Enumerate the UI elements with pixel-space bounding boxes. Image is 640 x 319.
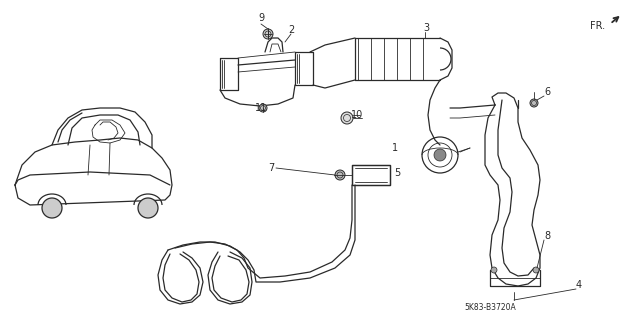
Text: 9: 9 — [258, 13, 264, 23]
Circle shape — [259, 104, 267, 112]
Circle shape — [42, 198, 62, 218]
Circle shape — [491, 267, 497, 273]
Text: 7: 7 — [268, 163, 274, 173]
Circle shape — [341, 112, 353, 124]
Text: 1: 1 — [392, 143, 398, 153]
Polygon shape — [352, 165, 390, 185]
Text: 10: 10 — [351, 110, 364, 120]
Text: 4: 4 — [576, 280, 582, 290]
Text: FR.: FR. — [590, 21, 605, 31]
Text: 2: 2 — [288, 25, 294, 35]
Circle shape — [138, 198, 158, 218]
Circle shape — [533, 267, 539, 273]
Text: 5: 5 — [394, 168, 400, 178]
Text: 3: 3 — [423, 23, 429, 33]
Text: 11: 11 — [255, 103, 267, 113]
Circle shape — [335, 170, 345, 180]
Text: 6: 6 — [544, 87, 550, 97]
Text: 5K83-B3720A: 5K83-B3720A — [464, 303, 516, 313]
Text: 8: 8 — [544, 231, 550, 241]
Circle shape — [263, 29, 273, 39]
Circle shape — [434, 149, 446, 161]
Circle shape — [530, 99, 538, 107]
